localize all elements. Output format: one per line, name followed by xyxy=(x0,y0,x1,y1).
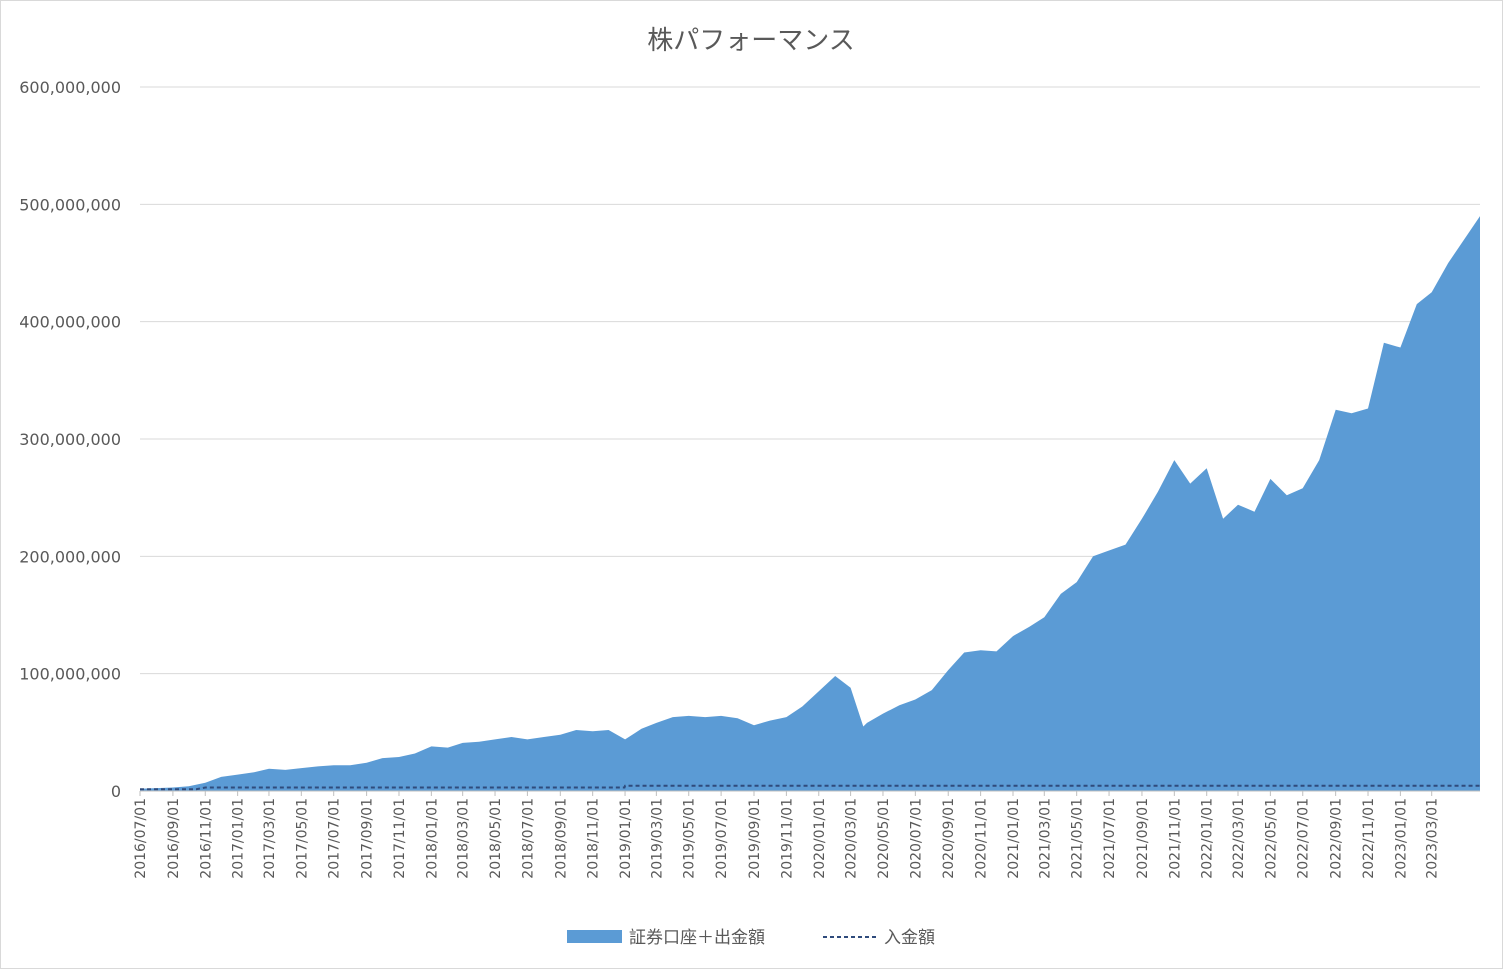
x-tick-label: 2023/01/01 xyxy=(1393,798,1409,879)
legend-label-line: 入金額 xyxy=(884,928,935,948)
x-tick-label: 2019/05/01 xyxy=(682,798,698,879)
x-tick-label: 2022/11/01 xyxy=(1361,798,1377,879)
x-tick-label: 2017/03/01 xyxy=(262,798,278,879)
legend-label-area: 証券口座＋出金額 xyxy=(629,928,765,948)
x-tick-label: 2020/03/01 xyxy=(844,798,860,879)
x-tick-label: 2022/03/01 xyxy=(1231,798,1247,879)
x-tick-label: 2017/11/01 xyxy=(392,798,408,879)
y-tick-label: 100,000,000 xyxy=(19,665,121,684)
x-tick-label: 2017/07/01 xyxy=(327,798,343,879)
x-tick-label: 2018/07/01 xyxy=(520,798,536,879)
x-tick-label: 2022/05/01 xyxy=(1263,798,1279,879)
x-tick-label: 2017/05/01 xyxy=(294,798,310,879)
x-tick-label: 2020/07/01 xyxy=(908,798,924,879)
x-tick-label: 2021/03/01 xyxy=(1037,798,1053,879)
x-tick-label: 2018/11/01 xyxy=(586,798,602,879)
x-tick-label: 2022/09/01 xyxy=(1329,798,1345,879)
x-tick-label: 2020/09/01 xyxy=(941,798,957,879)
x-tick-label: 2023/03/01 xyxy=(1425,798,1441,879)
grid-lines xyxy=(140,86,1480,792)
y-tick-label: 200,000,000 xyxy=(19,547,121,566)
y-tick-label: 500,000,000 xyxy=(19,195,121,214)
x-tick-label: 2021/11/01 xyxy=(1167,798,1183,879)
y-tick-label: 0 xyxy=(111,782,121,801)
y-tick-label: 300,000,000 xyxy=(19,430,121,449)
x-tick-label: 2018/09/01 xyxy=(553,798,569,879)
series-line-1 xyxy=(140,784,1480,791)
x-tick-label: 2020/05/01 xyxy=(876,798,892,879)
x-tick-label: 2019/01/01 xyxy=(618,798,634,879)
x-tick-label: 2018/01/01 xyxy=(424,798,440,879)
y-tick-label: 600,000,000 xyxy=(19,78,121,97)
x-tick-label: 2020/11/01 xyxy=(974,798,990,879)
x-tick-label: 2020/01/01 xyxy=(812,798,828,879)
y-axis: 0 100,000,000 200,000,000 300,000,000 400,00… xyxy=(19,78,121,801)
x-tick-label: 2016/09/01 xyxy=(166,798,182,879)
x-tick-label: 2022/01/01 xyxy=(1200,798,1216,879)
x-tick-label: 2019/07/01 xyxy=(714,798,730,879)
x-tick-label: 2021/09/01 xyxy=(1135,798,1151,879)
x-tick-label: 2016/07/01 xyxy=(133,798,149,879)
x-tick-label: 2021/07/01 xyxy=(1102,798,1118,879)
x-tick-label: 2021/05/01 xyxy=(1070,798,1086,879)
x-tick-label: 2017/01/01 xyxy=(231,798,247,879)
series-layer xyxy=(140,216,1480,792)
y-tick-label: 400,000,000 xyxy=(19,313,121,332)
series-area-0 xyxy=(140,216,1480,792)
legend-swatch-area xyxy=(567,930,622,943)
x-tick-label: 2019/03/01 xyxy=(649,798,665,879)
x-tick-label: 2018/05/01 xyxy=(488,798,504,879)
x-tick-label: 2017/09/01 xyxy=(360,798,376,879)
x-axis: 2016/07/01 2016/09/01 2016/11/01 2017/01/01… xyxy=(133,790,1480,879)
x-tick-label: 2016/11/01 xyxy=(198,798,214,879)
x-tick-label: 2021/01/01 xyxy=(1006,798,1022,879)
x-tick-label: 2019/09/01 xyxy=(747,798,763,879)
x-tick-label: 2019/11/01 xyxy=(779,798,795,879)
chart-title: 株パフォーマンス xyxy=(647,26,854,56)
x-tick-label: 2018/03/01 xyxy=(456,798,472,879)
x-tick-label: 2022/07/01 xyxy=(1296,798,1312,879)
legend: 証券口座＋出金額 入金額 xyxy=(567,928,935,948)
